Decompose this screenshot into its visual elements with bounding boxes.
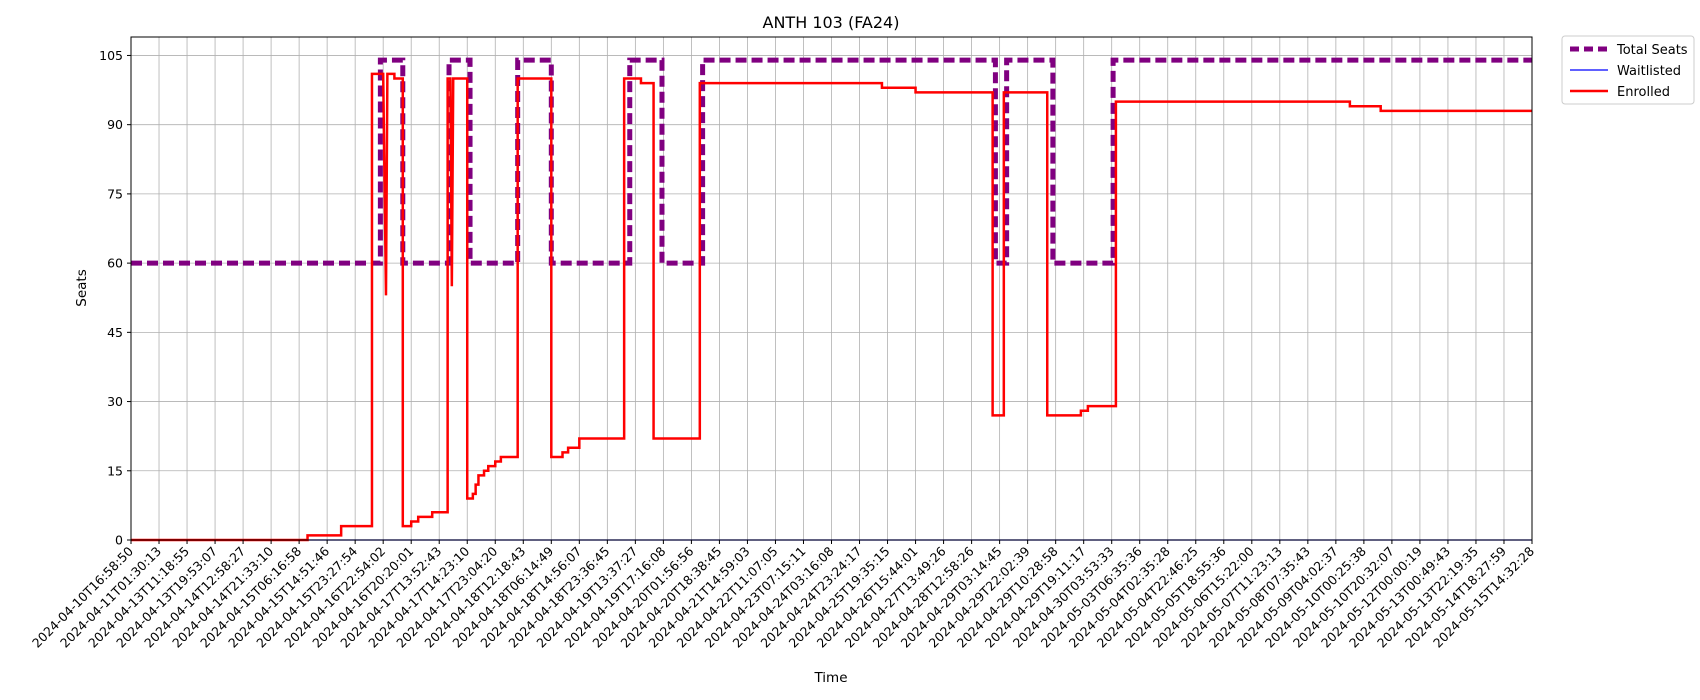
legend-label-total-seats: Total Seats — [1616, 43, 1688, 58]
x-axis-ticks: 2024-04-10T16:58:502024-04-11T01:30:1320… — [29, 540, 1537, 651]
y-tick-label: 30 — [107, 394, 123, 409]
y-axis-title: Seats — [74, 269, 90, 306]
legend-label-enrolled: Enrolled — [1617, 85, 1670, 100]
series-line-enrolled — [131, 72, 1532, 542]
legend-label-waitlisted: Waitlisted — [1617, 64, 1681, 79]
chart-title: ANTH 103 (FA24) — [763, 13, 900, 32]
legend: Total Seats Waitlisted Enrolled — [1561, 35, 1695, 105]
x-axis-title: Time — [813, 670, 847, 686]
y-tick-label: 105 — [99, 48, 123, 63]
y-tick-label: 60 — [107, 256, 123, 271]
grid-lines — [130, 37, 1533, 541]
y-tick-label: 0 — [115, 533, 123, 548]
y-tick-label: 15 — [107, 463, 123, 478]
legend-frame — [1561, 35, 1695, 105]
y-axis-ticks: 0 15 30 45 60 75 90 105 — [99, 48, 131, 548]
y-tick-label: 75 — [107, 186, 123, 201]
y-tick-label: 90 — [107, 117, 123, 132]
y-tick-label: 45 — [107, 325, 123, 340]
series-line-total-seats — [131, 57, 1532, 266]
